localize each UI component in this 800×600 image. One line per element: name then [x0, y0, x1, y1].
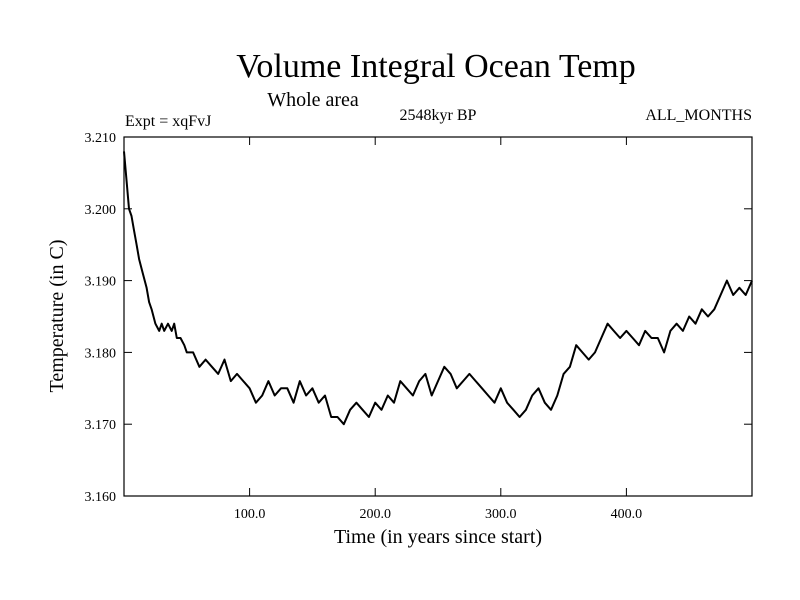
- chart-subtitle: Whole area: [267, 89, 359, 111]
- y-tick-label: 3.190: [85, 275, 117, 290]
- x-tick-label: 400.0: [611, 507, 643, 522]
- x-tick-label: 100.0: [234, 507, 266, 522]
- experiment-label: Expt = xqFvJ: [125, 113, 211, 130]
- x-tick-label: 300.0: [485, 507, 517, 522]
- y-tick-label: 3.210: [85, 131, 117, 146]
- y-tick-label: 3.200: [85, 203, 117, 218]
- y-tick-label: 3.180: [85, 346, 117, 361]
- x-tick-label: 200.0: [359, 507, 391, 522]
- period-label: 2548kyr BP: [400, 107, 477, 124]
- y-axis-label: Temperature (in C): [46, 240, 68, 393]
- series-group: [123, 151, 753, 426]
- y-tick-label: 3.170: [85, 418, 117, 433]
- x-axis-label: Time (in years since start): [334, 526, 542, 548]
- y-axis: 3.160 3.170 3.180 3.190 3.200 3.210: [85, 131, 752, 505]
- y-tick-label: 3.160: [85, 490, 117, 505]
- plot-frame: [123, 136, 753, 497]
- x-axis: 100.0 200.0 300.0 400.0: [234, 137, 642, 522]
- chart-title: Volume Integral Ocean Temp: [236, 48, 636, 85]
- months-label: ALL_MONTHS: [645, 107, 752, 124]
- series-line: [123, 151, 753, 426]
